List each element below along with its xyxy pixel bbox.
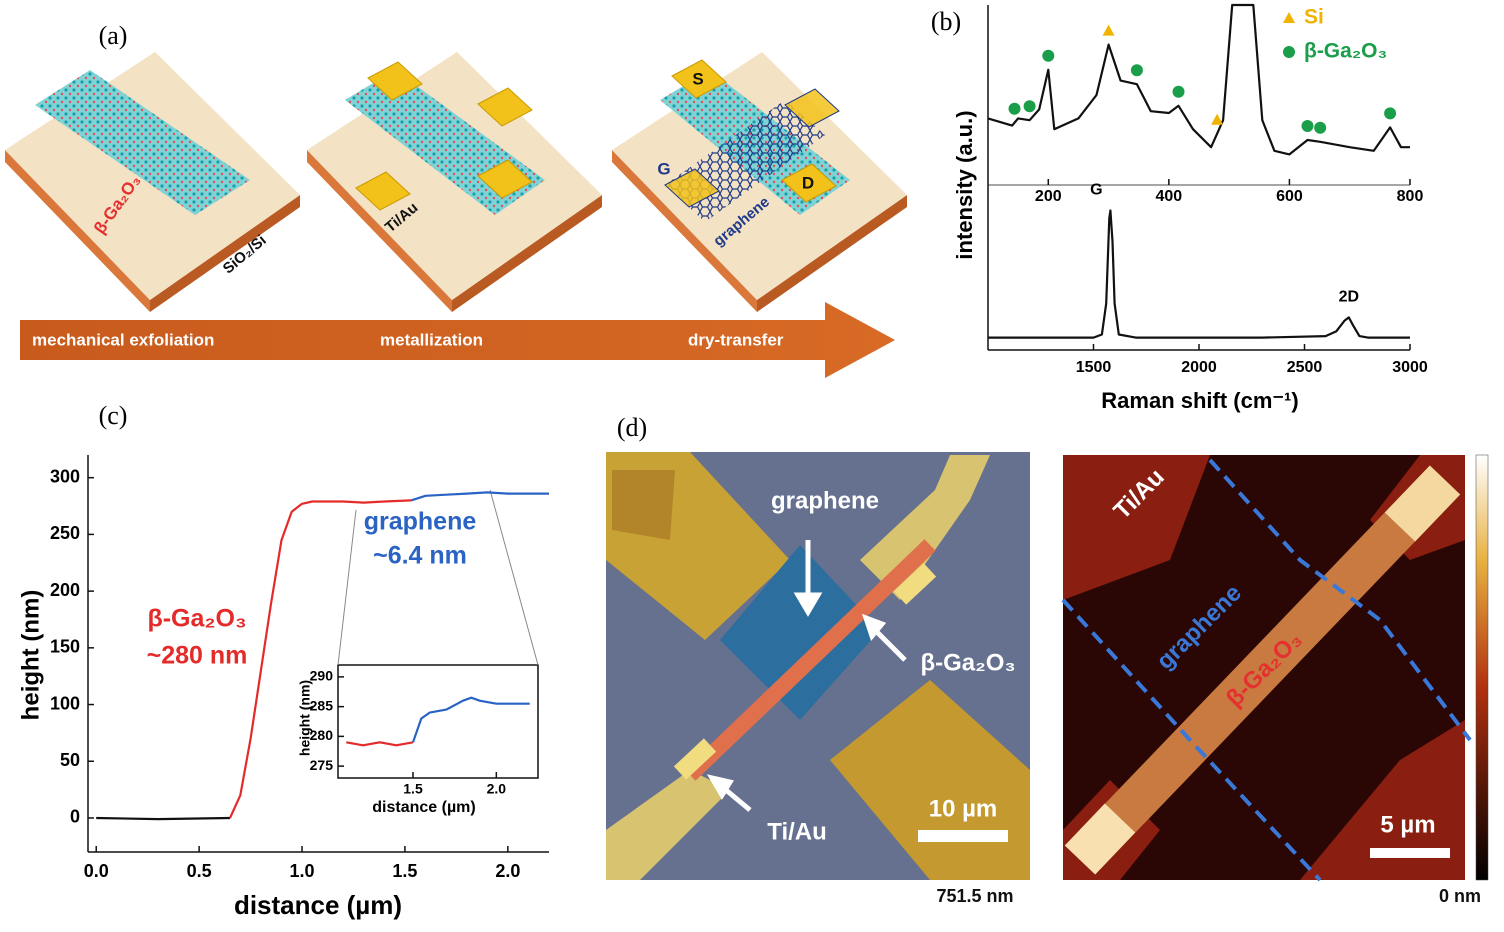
drain-label: D: [802, 173, 814, 192]
peak-marker: [1384, 107, 1397, 120]
peak-marker: [1008, 102, 1021, 115]
peak-marker: [1314, 121, 1327, 134]
x-tick-label: 600: [1276, 188, 1303, 205]
colorbar-label: 751.5 nm: [936, 886, 1013, 906]
peak-marker: [1042, 49, 1055, 62]
peak-marker: [1023, 100, 1036, 113]
x-tick-label: 2.0: [487, 781, 507, 797]
optical-image: graphene β-Ga₂O₃ Ti/Au 10 µm 751.5 nm: [606, 452, 1030, 906]
slab: [307, 52, 602, 312]
scale-bar-label: 10 µm: [929, 795, 998, 822]
y-tick-label: 275: [310, 757, 334, 773]
x-tick-label: 400: [1156, 188, 1183, 205]
panel-label: (a): [99, 21, 128, 50]
y-axis-label: intensity (a.u.): [952, 110, 977, 259]
peak-marker: [1211, 113, 1224, 125]
peak-label: 2D: [1339, 289, 1359, 306]
y-tick-label: 290: [310, 668, 334, 684]
profile-line: [96, 816, 231, 821]
x-tick-label: 1500: [1076, 359, 1112, 376]
scale-bar-label: 5 µm: [1380, 811, 1435, 838]
x-tick-label: 0.5: [187, 861, 212, 881]
x-tick-label: 2500: [1287, 359, 1323, 376]
profile-line: [346, 741, 414, 747]
step-label: metallization: [380, 330, 483, 349]
y-tick-label: 250: [50, 523, 80, 543]
spectrum: [988, 209, 1410, 339]
profile-line: [411, 696, 530, 743]
y-tick-label: 0: [70, 807, 80, 827]
y-tick-label: 200: [50, 580, 80, 600]
x-axis-label: Raman shift (cm⁻¹): [1101, 388, 1298, 413]
y-axis-label: height (nm): [297, 680, 313, 756]
x-tick-label: 2.0: [495, 861, 520, 881]
x-axis-label: distance (µm): [372, 799, 475, 816]
x-axis-label: distance (µm): [234, 890, 402, 920]
gate-label: G: [657, 159, 670, 178]
x-tick-label: 1.5: [392, 861, 417, 881]
y-tick-label: 100: [50, 693, 80, 713]
source-label: S: [692, 69, 703, 88]
spectrum: [987, 3, 1410, 156]
profile-line: [410, 491, 549, 502]
y-tick-label: 280: [310, 727, 334, 743]
annotation: β-Ga₂O₃: [147, 605, 246, 633]
panel-label: (c): [99, 401, 128, 430]
peak-marker: [1130, 64, 1143, 77]
afm-image: Ti/Au graphene β-Ga₂O₃ 5 µm 0 nm: [1061, 454, 1489, 906]
step-label: dry-transfer: [688, 330, 784, 349]
annotation: ~280 nm: [147, 642, 248, 670]
slab: [5, 52, 300, 312]
y-tick-label: 150: [50, 637, 80, 657]
x-tick-label: 0.0: [84, 861, 109, 881]
step-label: mechanical exfoliation: [32, 330, 214, 349]
image-label: Ti/Au: [767, 818, 827, 845]
x-tick-label: 3000: [1392, 359, 1428, 376]
legend-symbol: [1283, 12, 1295, 23]
peak-marker: [1172, 85, 1185, 98]
annotation: graphene: [364, 508, 477, 536]
peak-marker: [1102, 24, 1115, 36]
schematic: mechanical exfoliation metallization dry…: [5, 52, 907, 378]
legend-label: Si: [1304, 6, 1324, 29]
peak-label: G: [1090, 182, 1102, 199]
y-tick-label: 50: [60, 750, 80, 770]
x-tick-label: 200: [1035, 188, 1062, 205]
x-tick-label: 1.0: [290, 861, 315, 881]
image-label: graphene: [771, 487, 879, 514]
colorbar-label: 0 nm: [1439, 886, 1481, 906]
x-tick-label: 800: [1397, 188, 1424, 205]
legend-label: β-Ga₂O₃: [1304, 40, 1387, 63]
annotation: ~6.4 nm: [373, 542, 467, 570]
legend-symbol: [1283, 46, 1295, 58]
x-tick-label: 2000: [1181, 359, 1217, 376]
axes: [87, 5, 1410, 853]
panel-label: (d): [617, 413, 647, 442]
process-arrow: [20, 302, 895, 378]
y-axis-label: height (nm): [17, 590, 44, 721]
x-tick-label: 1.5: [403, 781, 423, 797]
y-tick-label: 300: [50, 466, 80, 486]
image-label: β-Ga₂O₃: [920, 649, 1015, 676]
slab: [612, 52, 907, 312]
y-tick-label: 285: [310, 697, 334, 713]
profile-line: [228, 499, 412, 819]
peak-marker: [1301, 120, 1314, 132]
panel-label: (b): [931, 7, 961, 36]
